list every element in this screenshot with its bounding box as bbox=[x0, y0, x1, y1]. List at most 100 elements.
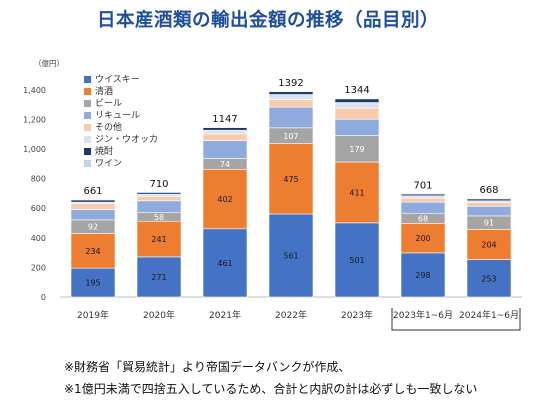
bar-segment bbox=[334, 102, 380, 109]
legend-swatch bbox=[84, 160, 91, 167]
bar-segment bbox=[400, 192, 446, 195]
data-label: 68 bbox=[418, 214, 428, 223]
legend-item: その他 bbox=[84, 120, 122, 133]
data-label: 200 bbox=[415, 234, 430, 243]
bar-segment bbox=[70, 203, 116, 210]
total-label: 1147 bbox=[212, 114, 237, 125]
legend-swatch bbox=[84, 88, 91, 95]
data-label: 91 bbox=[484, 219, 494, 228]
bar-segment bbox=[70, 233, 116, 269]
legend-swatch bbox=[84, 76, 91, 83]
data-label: 501 bbox=[349, 256, 364, 265]
total-label: 668 bbox=[479, 185, 498, 196]
bar-segment bbox=[466, 259, 512, 298]
bar-segment bbox=[268, 91, 314, 95]
y-tick-label: 800 bbox=[31, 175, 46, 184]
legend-label: ウイスキー bbox=[95, 75, 140, 85]
data-label: 74 bbox=[220, 160, 230, 169]
x-tick-label: 2024年1~6月 bbox=[459, 309, 519, 321]
data-label: 92 bbox=[88, 223, 98, 232]
y-tick-label: 200 bbox=[31, 263, 46, 272]
bar-segment bbox=[268, 90, 314, 92]
bar-segment bbox=[268, 213, 314, 298]
bar-segment bbox=[466, 205, 512, 217]
legend-label: 清酒 bbox=[95, 87, 114, 97]
y-tick-label: 1,400 bbox=[23, 86, 46, 95]
total-label: 701 bbox=[413, 180, 432, 191]
bar-segment bbox=[400, 201, 446, 214]
bar-segment bbox=[466, 229, 512, 260]
bar-segment bbox=[334, 222, 380, 298]
data-label: 411 bbox=[349, 188, 364, 197]
y-tick-label: 400 bbox=[31, 234, 46, 243]
total-label: 710 bbox=[149, 179, 168, 190]
data-label: 475 bbox=[283, 175, 298, 184]
bar-segment bbox=[136, 220, 182, 258]
legend-label: その他 bbox=[95, 123, 123, 133]
bar-segment bbox=[202, 168, 248, 230]
data-label: 241 bbox=[151, 235, 166, 244]
source-note: ※財務省「貿易統計」より帝国データバンクが作成、 bbox=[64, 360, 351, 374]
data-label: 58 bbox=[154, 213, 164, 222]
x-tick-label: 2023年 bbox=[341, 309, 373, 321]
data-label: 179 bbox=[349, 145, 364, 154]
x-tick-label: 2020年 bbox=[143, 309, 175, 321]
bar-segment bbox=[334, 135, 380, 163]
bar-segment bbox=[334, 107, 380, 120]
bar-segment bbox=[268, 94, 314, 101]
x-tick-label: 2019年 bbox=[77, 309, 109, 321]
legend-item: ビール bbox=[84, 96, 122, 109]
legend-item: ウイスキー bbox=[84, 72, 140, 85]
bar-segment bbox=[70, 199, 116, 203]
total-label: 1344 bbox=[344, 85, 369, 96]
data-label: 204 bbox=[481, 240, 496, 249]
legend-swatch bbox=[84, 136, 91, 143]
data-label: 402 bbox=[217, 195, 232, 204]
bar-segment bbox=[268, 143, 314, 215]
bar-segment bbox=[70, 267, 116, 298]
bar-segment bbox=[136, 196, 182, 202]
data-label: 461 bbox=[217, 259, 232, 268]
y-tick-label: 1,000 bbox=[23, 145, 46, 154]
bar-segment bbox=[70, 198, 116, 201]
bar-segment bbox=[268, 106, 314, 129]
bar-segment bbox=[466, 202, 512, 207]
legend-swatch bbox=[84, 100, 91, 107]
legend-swatch bbox=[84, 148, 91, 155]
half-year-bracket bbox=[391, 308, 521, 331]
bar-segment bbox=[136, 200, 182, 213]
legend-item: 清酒 bbox=[84, 84, 113, 97]
bar-segment bbox=[400, 195, 446, 199]
legend-item: ジン・ウオッカ bbox=[84, 132, 158, 145]
bar-segment bbox=[334, 97, 380, 100]
y-tick-label: 600 bbox=[31, 204, 46, 213]
bar-segment bbox=[334, 161, 380, 224]
data-label: 107 bbox=[283, 132, 298, 141]
bar-segment bbox=[136, 256, 182, 298]
bar-segment bbox=[202, 129, 248, 135]
bar-segment bbox=[268, 99, 314, 108]
legend-item: ワイン bbox=[84, 156, 122, 169]
bar-segment bbox=[334, 98, 380, 103]
legend-label: ワイン bbox=[95, 159, 123, 169]
y-axis-unit-label: （億円） bbox=[34, 58, 64, 68]
x-tick-label: 2023年1~6月 bbox=[393, 309, 453, 321]
legend-label: 焼酎 bbox=[95, 147, 114, 157]
bar-segment bbox=[70, 209, 116, 221]
data-label: 195 bbox=[85, 279, 100, 288]
data-label: 298 bbox=[415, 271, 430, 280]
legend-item: 焼酎 bbox=[84, 144, 113, 157]
y-tick-label: 1,200 bbox=[23, 115, 46, 124]
legend-label: ビール bbox=[95, 99, 123, 109]
bar-segment bbox=[400, 197, 446, 203]
bar-segment bbox=[202, 133, 248, 141]
data-label: 253 bbox=[481, 274, 496, 283]
bar-segment bbox=[136, 193, 182, 197]
legend-swatch bbox=[84, 112, 91, 119]
y-tick-label: 0 bbox=[41, 293, 46, 302]
bar-segment bbox=[334, 118, 380, 136]
legend-swatch bbox=[84, 124, 91, 131]
bar-segment bbox=[400, 252, 446, 298]
chart-title: 日本産酒類の輸出金額の推移（品目別） bbox=[96, 10, 439, 31]
